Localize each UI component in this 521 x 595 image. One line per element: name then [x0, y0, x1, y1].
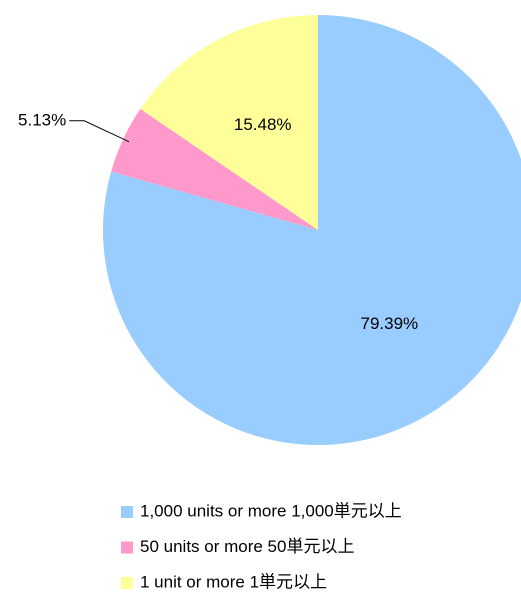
data-label: 79.39% — [360, 314, 418, 333]
pie-slice — [103, 15, 521, 445]
legend-swatch — [121, 541, 133, 554]
legend-swatch — [121, 506, 133, 518]
leader-line — [69, 120, 130, 143]
data-label: 15.48% — [234, 115, 292, 134]
legend-swatch — [121, 577, 133, 589]
data-label: 5.13% — [18, 110, 66, 129]
legend-label: 50 units or more 50単元以上 — [140, 537, 354, 556]
pie-slice — [111, 108, 318, 230]
legend-label: 1,000 units or more 1,000単元以上 — [140, 501, 402, 520]
pie-slice — [140, 15, 318, 230]
legend-label: 1 unit or more 1単元以上 — [140, 572, 327, 591]
